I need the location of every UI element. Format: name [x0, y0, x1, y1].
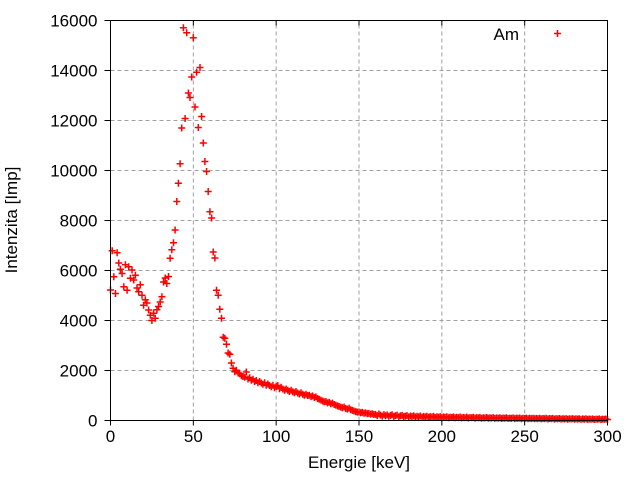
x-tick-label: 50 [184, 427, 203, 446]
y-tick-label: 14000 [50, 62, 97, 81]
y-tick-label: 6000 [60, 262, 98, 281]
x-tick-label: 300 [593, 427, 621, 446]
x-tick-label: 0 [106, 427, 115, 446]
y-tick-label: 8000 [60, 212, 98, 231]
y-tick-labels: 0 2000 4000 6000 8000 10000 12000 14000 16000 [50, 12, 97, 431]
grid-lines [110, 20, 608, 421]
legend-label-am: Am [494, 25, 520, 44]
x-tick-label: 100 [262, 427, 290, 446]
x-tick-labels: 0 50 100 150 200 250 300 [106, 427, 622, 446]
axis-ticks [104, 20, 608, 426]
y-tick-label: 16000 [50, 12, 97, 31]
y-tick-label: 10000 [50, 162, 97, 181]
y-tick-label: 2000 [60, 362, 98, 381]
x-tick-label: 150 [345, 427, 373, 446]
y-tick-label: 0 [88, 412, 97, 431]
y-tick-label: 12000 [50, 112, 97, 131]
y-tick-label: 4000 [60, 312, 98, 331]
y-axis-title: Intenzita [Imp] [2, 167, 21, 274]
legend-plus-marker-icon [554, 30, 561, 37]
x-tick-label: 250 [510, 427, 538, 446]
x-axis-title: Energie [keV] [308, 453, 410, 472]
legend: Am [494, 25, 561, 44]
x-tick-label: 200 [428, 427, 456, 446]
plot-border [110, 20, 608, 421]
